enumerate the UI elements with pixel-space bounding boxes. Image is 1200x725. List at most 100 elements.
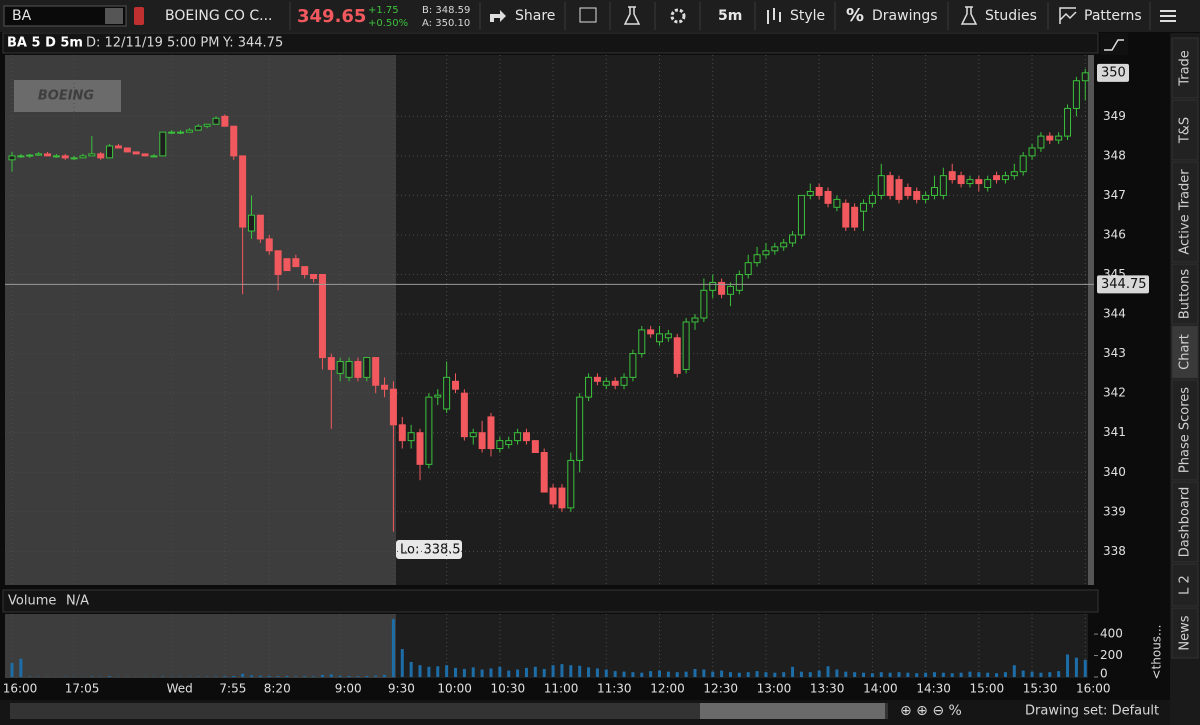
side-tab-label: Phase Scores	[1178, 387, 1193, 473]
candle-body	[691, 317, 699, 323]
candle-body	[1072, 80, 1080, 109]
candle-body	[833, 198, 841, 208]
side-tab[interactable]	[1171, 563, 1199, 607]
volume-bar	[524, 667, 528, 677]
volume-bar	[28, 676, 32, 677]
volume-bar	[471, 667, 475, 677]
volume-bar	[516, 669, 520, 677]
x-tick-label: 17:05	[65, 682, 100, 696]
logo-box	[14, 80, 121, 112]
volume-bar	[400, 649, 404, 677]
volume-bar	[977, 672, 981, 677]
candle-body	[753, 254, 761, 264]
candle-body	[540, 451, 548, 493]
side-tab[interactable]	[1171, 99, 1199, 161]
volume-bar	[303, 676, 307, 677]
crosshair-label: 344.75	[1101, 277, 1147, 292]
side-tab[interactable]	[1171, 37, 1199, 99]
zoom-controls[interactable]: ⊕ ⊕ ⊖ %	[900, 703, 962, 719]
candle-body	[52, 155, 60, 158]
volume-bar	[684, 671, 688, 677]
scale-button[interactable]	[1100, 33, 1128, 55]
volume-bar	[622, 671, 626, 677]
x-tick-label: 10:30	[491, 682, 526, 696]
volume-bar	[223, 676, 227, 677]
style-icon[interactable]	[767, 8, 781, 24]
volume-bar	[986, 672, 990, 677]
candle-body	[177, 131, 185, 134]
candle-body	[150, 155, 158, 158]
volume-bar	[1021, 670, 1025, 677]
symbol-box[interactable]	[3, 5, 127, 27]
side-tab[interactable]	[1171, 481, 1199, 563]
candle-body	[8, 155, 16, 161]
candle-body	[496, 440, 504, 450]
candle-body	[345, 361, 353, 378]
volume-bar	[835, 669, 839, 677]
volume-bar	[791, 666, 795, 677]
notes-icon[interactable]	[579, 7, 597, 23]
drawings-button[interactable]: Drawings	[872, 8, 938, 24]
candle-body	[922, 194, 930, 200]
volume-bar	[702, 669, 706, 677]
candle-body	[17, 155, 25, 158]
volume-bar	[258, 675, 262, 677]
scrollbar-thumb[interactable]	[700, 703, 885, 719]
volume-bar	[312, 676, 316, 677]
candle-body	[984, 179, 992, 189]
change: +1.75	[368, 5, 399, 16]
candle-body	[700, 289, 708, 319]
volume-bar	[374, 675, 378, 677]
flask-icon[interactable]	[623, 6, 641, 25]
side-tab[interactable]	[1171, 325, 1199, 379]
candle-body	[585, 376, 593, 398]
volume-bar	[1039, 672, 1043, 677]
volume-bar	[1048, 672, 1052, 677]
candle-body	[43, 153, 51, 157]
volume-unit: <thous...	[1150, 624, 1164, 679]
settings-icon[interactable]	[670, 8, 686, 24]
candle-body	[460, 392, 468, 438]
volume-bar	[640, 672, 644, 677]
y-tick-label: 339	[1103, 504, 1126, 518]
timeframe-button[interactable]: 5m	[718, 8, 742, 24]
volume-bar	[551, 665, 555, 677]
candle-body	[132, 151, 140, 155]
studies-button[interactable]: Studies	[985, 8, 1037, 24]
side-tab[interactable]	[1171, 607, 1199, 659]
scrollbar-track[interactable]	[10, 703, 888, 719]
x-tick-label: 10:00	[437, 682, 472, 696]
last-price-box	[1097, 63, 1129, 82]
candle-body	[452, 380, 459, 390]
link-icon[interactable]	[134, 7, 144, 25]
drawings-icon[interactable]: %	[846, 5, 864, 26]
candle-body	[1010, 171, 1018, 177]
volume-bar	[675, 672, 679, 677]
candle-body	[123, 147, 131, 153]
volume-bar	[90, 676, 94, 677]
candle-body	[221, 115, 229, 127]
side-tab[interactable]	[1171, 379, 1199, 481]
side-tab[interactable]	[1171, 263, 1199, 325]
side-tab[interactable]	[1171, 161, 1199, 263]
candle-body	[1081, 72, 1089, 82]
side-tab-label: L 2	[1178, 575, 1193, 595]
share-icon[interactable]	[490, 10, 506, 22]
candle-body	[363, 357, 371, 378]
side-tab-label: News	[1178, 615, 1193, 650]
candle-body	[647, 329, 655, 335]
symbol-dropdown[interactable]	[105, 8, 123, 24]
patterns-button[interactable]: Patterns	[1084, 8, 1142, 24]
share-button[interactable]: Share	[515, 8, 555, 24]
style-button[interactable]: Style	[790, 8, 825, 24]
candle-body	[789, 234, 797, 244]
studies-icon[interactable]	[960, 6, 978, 25]
x-tick-label: 9:30	[388, 682, 415, 696]
volume-bar	[294, 676, 298, 677]
candle-body	[567, 459, 575, 509]
side-tab-label: Trade	[1178, 50, 1193, 87]
patterns-icon[interactable]	[1059, 7, 1077, 24]
volume-bar	[906, 672, 910, 677]
volume-bar	[631, 672, 635, 677]
